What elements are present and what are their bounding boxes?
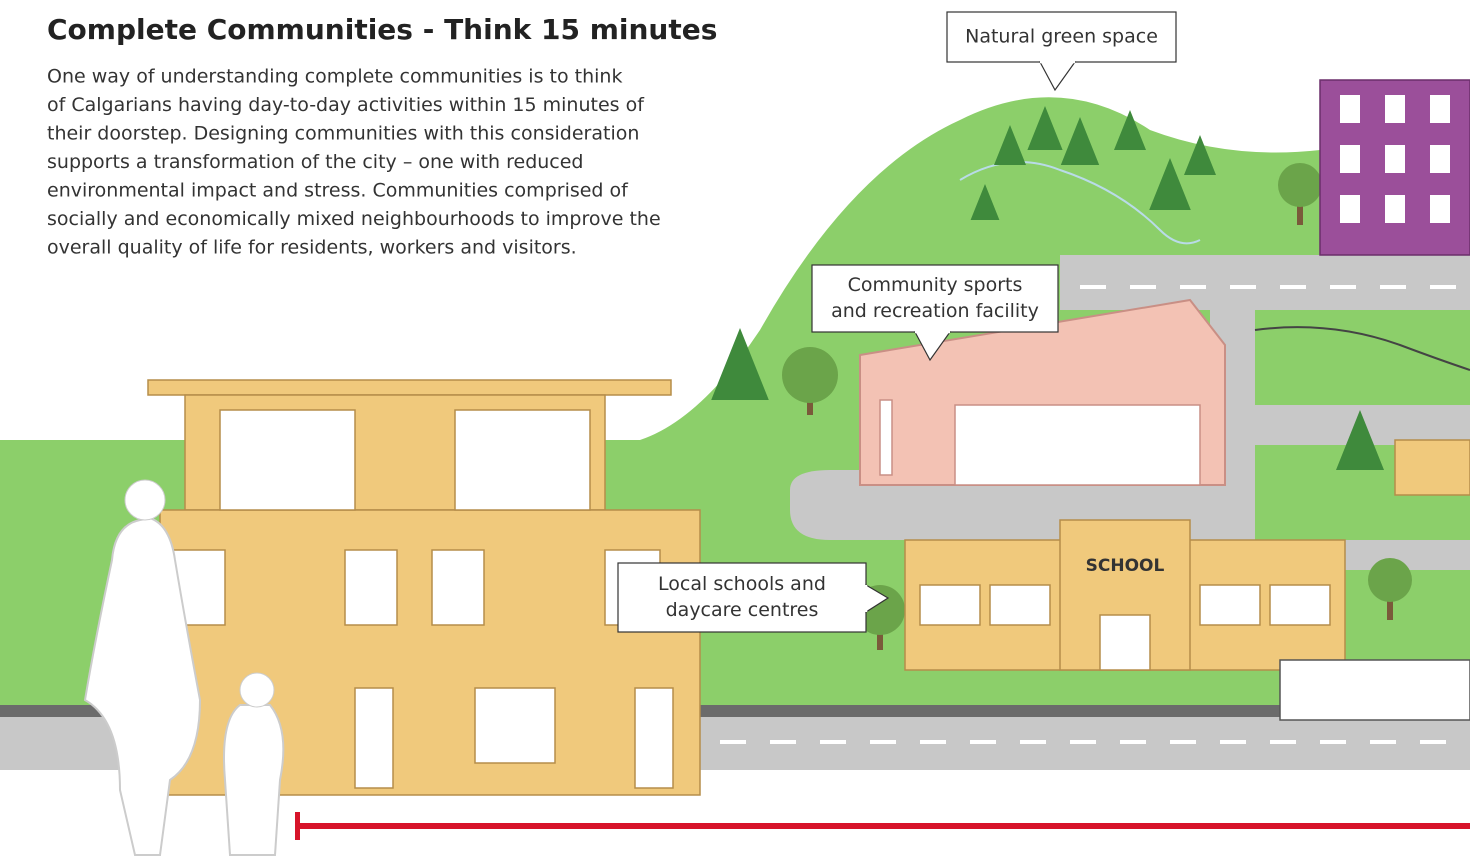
body-line: overall quality of life for residents, w…	[47, 237, 577, 259]
door	[355, 688, 393, 788]
window	[455, 410, 590, 510]
person-head	[125, 480, 165, 520]
page: SCHOOL Complete Communities - Think 15 m…	[0, 0, 1470, 860]
rec-glass	[955, 405, 1200, 485]
body-line: One way of understanding complete commun…	[47, 66, 622, 88]
intro: One way of understanding complete commun…	[47, 66, 661, 259]
window	[1270, 585, 1330, 625]
callout-label: Local schools and	[658, 573, 826, 595]
window	[990, 585, 1050, 625]
distance-line	[297, 823, 1470, 829]
rec-window	[880, 400, 892, 475]
lane-dash	[1120, 740, 1146, 744]
window	[1430, 145, 1450, 173]
lane-dash	[1430, 285, 1456, 289]
tree-crown	[1368, 558, 1412, 602]
window	[1430, 195, 1450, 223]
window	[220, 410, 355, 510]
lane-dash	[720, 740, 746, 744]
lane-dash	[1270, 740, 1296, 744]
callout-label: daycare centres	[666, 599, 819, 621]
window	[432, 550, 484, 625]
window	[1340, 195, 1360, 223]
lane-dash	[770, 740, 796, 744]
lane-dash	[1170, 740, 1196, 744]
lane-dash	[1220, 740, 1246, 744]
lane-dash	[1280, 285, 1306, 289]
door	[635, 688, 673, 788]
child-head	[240, 673, 274, 707]
window	[1385, 145, 1405, 173]
callout-label: Community sports	[848, 274, 1023, 296]
distance-tick	[295, 812, 300, 840]
title: Complete Communities - Think 15 minutes	[47, 13, 717, 46]
body-line: environmental impact and stress. Communi…	[47, 180, 629, 202]
lane-dash	[1080, 285, 1106, 289]
house	[1395, 440, 1470, 495]
window	[475, 688, 555, 763]
roof	[148, 380, 671, 395]
body-line: socially and economically mixed neighbou…	[47, 208, 661, 230]
body-line: supports a transformation of the city – …	[47, 151, 584, 173]
person-child	[224, 705, 283, 855]
window	[1340, 95, 1360, 123]
lane-dash	[1420, 740, 1446, 744]
tree-crown	[782, 347, 838, 403]
lane-dash	[920, 740, 946, 744]
callout-label: Natural green space	[965, 26, 1158, 48]
lane-dash	[1180, 285, 1206, 289]
school-sign: SCHOOL	[1086, 556, 1165, 576]
lane-dash	[1380, 285, 1406, 289]
callout-label: and recreation facility	[831, 300, 1039, 322]
window	[345, 550, 397, 625]
body-line: their doorstep. Designing communities wi…	[47, 123, 639, 145]
lane-dash	[1330, 285, 1356, 289]
lane-dash	[970, 740, 996, 744]
tree-crown	[1278, 163, 1322, 207]
illustration: SCHOOL Complete Communities - Think 15 m…	[0, 0, 1470, 860]
lane-dash	[1130, 285, 1156, 289]
body-line: of Calgarians having day-to-day activiti…	[47, 94, 645, 116]
window	[1385, 95, 1405, 123]
road-upper	[1060, 255, 1470, 310]
school-door	[1100, 615, 1150, 670]
lane-dash	[1070, 740, 1096, 744]
window	[1385, 195, 1405, 223]
bus	[1280, 660, 1470, 720]
lane-dash	[820, 740, 846, 744]
lane-dash	[1370, 740, 1396, 744]
window	[1430, 95, 1450, 123]
lane-dash	[870, 740, 896, 744]
window	[1200, 585, 1260, 625]
window	[1340, 145, 1360, 173]
lane-dash	[1320, 740, 1346, 744]
callout-pointer	[1040, 62, 1075, 90]
lane-dash	[1230, 285, 1256, 289]
lane-dash	[1020, 740, 1046, 744]
window	[920, 585, 980, 625]
